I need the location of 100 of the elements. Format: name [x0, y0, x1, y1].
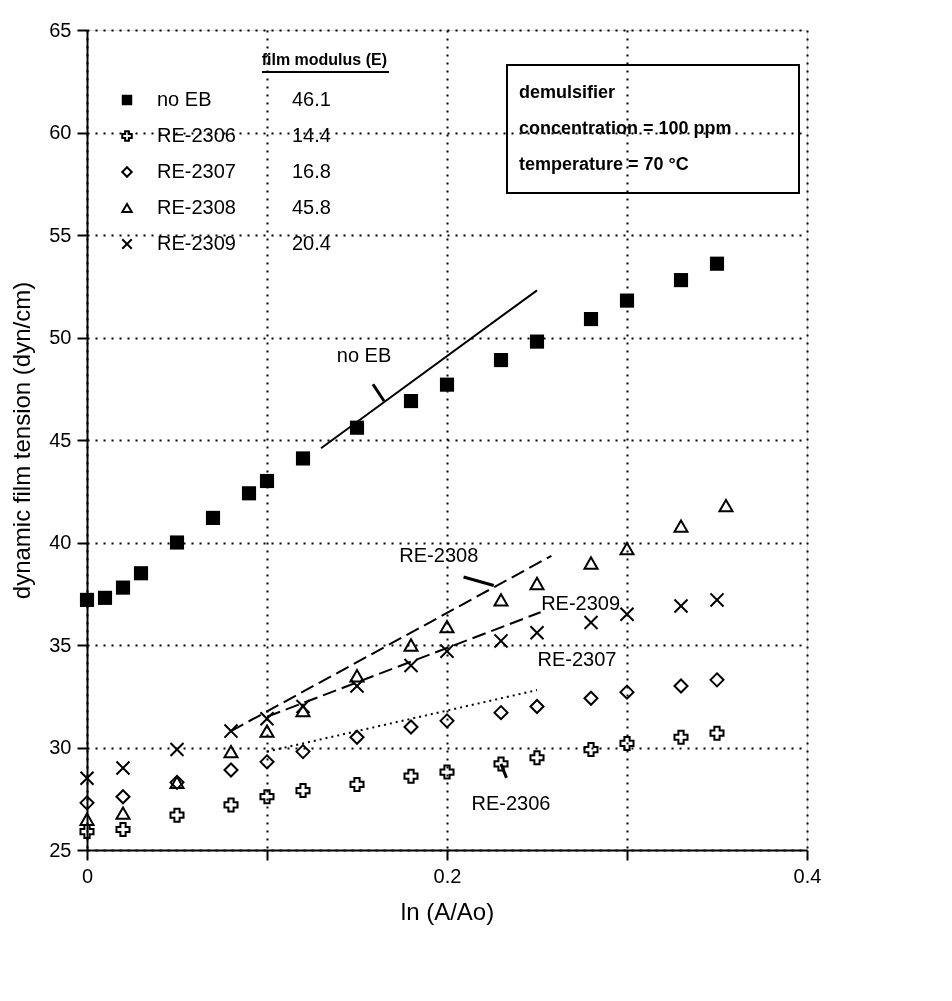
legend-label: no EB	[157, 88, 212, 110]
point	[709, 256, 725, 271]
annotation: concentration = 100 ppm	[519, 118, 732, 138]
point	[493, 756, 509, 772]
point	[115, 806, 131, 820]
point	[529, 334, 545, 349]
point	[583, 742, 599, 758]
point	[169, 535, 185, 550]
point	[493, 352, 509, 368]
point	[493, 633, 509, 649]
point	[115, 760, 131, 776]
point	[529, 698, 545, 715]
y-tick-label: 35	[49, 633, 72, 656]
point	[673, 598, 689, 614]
point	[259, 473, 275, 489]
point	[709, 725, 725, 741]
point	[295, 703, 311, 718]
annotation: temperature = 70 °C	[519, 154, 689, 174]
x-tick-label: 0.4	[793, 864, 822, 887]
annotation: RE-2307	[537, 648, 617, 671]
point	[403, 719, 419, 735]
point	[349, 776, 365, 792]
point	[169, 742, 185, 758]
annotation: 16.8	[292, 160, 331, 182]
point	[709, 672, 725, 688]
point	[529, 625, 545, 641]
point	[673, 729, 689, 745]
point	[619, 735, 635, 751]
annotation: no EB	[336, 344, 392, 367]
point	[115, 821, 131, 838]
point	[619, 684, 635, 700]
point	[295, 451, 311, 466]
point	[133, 566, 149, 581]
point	[79, 795, 95, 811]
point	[205, 510, 221, 525]
annotation: RE-2308	[399, 543, 479, 566]
point	[169, 807, 185, 823]
point	[718, 498, 734, 513]
point	[529, 750, 545, 766]
point	[439, 643, 455, 659]
point	[241, 486, 257, 501]
x-tick-label: 0.2	[433, 864, 462, 887]
point	[619, 293, 635, 308]
point	[79, 812, 95, 826]
point	[223, 762, 239, 778]
point	[349, 669, 365, 683]
point	[583, 690, 599, 706]
point	[583, 556, 599, 570]
point	[259, 711, 275, 727]
legend-label: RE-2306	[157, 124, 236, 146]
point	[79, 592, 95, 607]
annotation: 46.1	[292, 88, 331, 110]
point	[529, 576, 545, 591]
point	[223, 797, 239, 813]
annotation: RE-2306	[471, 791, 551, 814]
y-axis-title: dynamic film tension (dyn/cm)	[8, 281, 36, 600]
annotation: RE-2309	[541, 592, 621, 615]
annotation: 20.4	[292, 232, 331, 254]
legend-label: RE-2309	[157, 232, 236, 254]
point	[619, 542, 635, 556]
point	[673, 678, 689, 694]
point	[403, 638, 419, 652]
point	[439, 713, 455, 729]
point	[259, 754, 275, 770]
point	[403, 657, 419, 674]
point	[439, 764, 455, 780]
point	[97, 590, 113, 605]
point	[349, 678, 365, 694]
point	[619, 606, 635, 622]
x-tick-label: 0	[81, 864, 94, 887]
y-tick-label: 50	[49, 326, 72, 348]
legend-title: film modulus (E)	[261, 51, 387, 68]
legend-label: RE-2307	[157, 160, 236, 182]
point	[709, 592, 725, 608]
point	[439, 377, 455, 392]
point	[115, 580, 131, 595]
point	[223, 723, 239, 739]
y-tick-label: 65	[49, 18, 72, 41]
y-tick-label: 55	[49, 223, 72, 246]
y-tick-label: 30	[49, 736, 72, 758]
point	[439, 619, 455, 634]
point	[295, 783, 311, 799]
point	[349, 729, 365, 745]
point	[115, 789, 131, 805]
y-tick-label: 25	[49, 838, 72, 861]
point	[583, 614, 599, 630]
annotation: 45.8	[292, 196, 331, 218]
point	[493, 705, 509, 721]
x-axis-title: ln (A/Ao)	[400, 897, 495, 925]
annotation: demulsifier	[519, 82, 616, 102]
point	[583, 311, 599, 327]
point	[295, 744, 311, 760]
point	[673, 273, 689, 288]
y-tick-label: 45	[49, 428, 72, 451]
legend-label: RE-2308	[157, 196, 236, 218]
point	[493, 593, 509, 607]
y-tick-label: 40	[49, 531, 72, 553]
point	[79, 770, 95, 786]
point	[403, 768, 419, 784]
point	[259, 789, 275, 805]
